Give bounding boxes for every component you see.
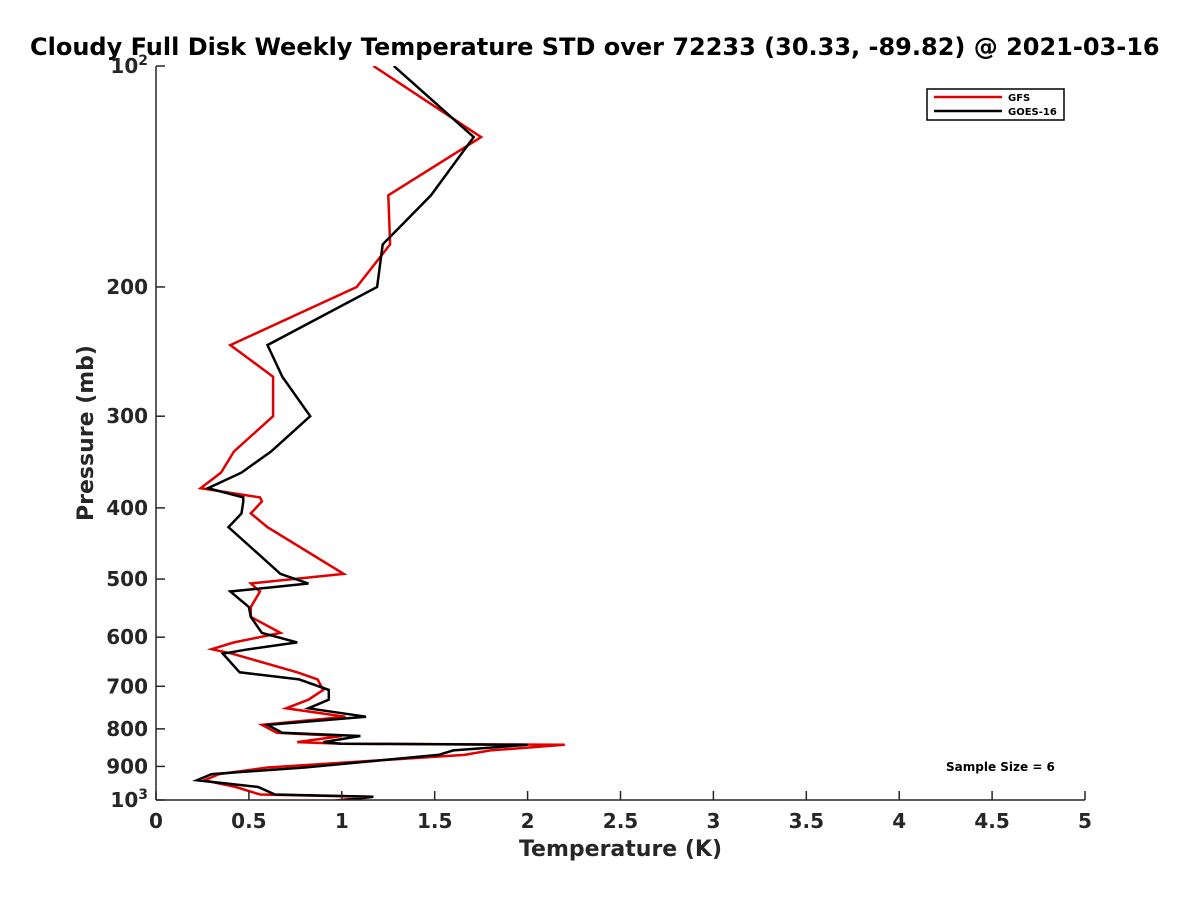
x-tick-label: 3.5 xyxy=(789,809,824,833)
legend-box xyxy=(926,88,1065,121)
sample-size-annotation: Sample Size = 6 xyxy=(946,760,1055,774)
x-tick-label: 4 xyxy=(892,809,906,833)
x-tick-label: 3 xyxy=(706,809,720,833)
x-tick-label: 1 xyxy=(335,809,349,833)
y-tick-label: 500 xyxy=(106,567,148,591)
y-tick-label: 600 xyxy=(106,625,148,649)
plot-area xyxy=(156,66,1085,800)
x-tick-label: 5 xyxy=(1078,809,1092,833)
y-axis-label: Pressure (mb) xyxy=(74,345,99,521)
series-line-gfs xyxy=(197,66,565,800)
y-tick-label: 200 xyxy=(106,275,148,299)
legend-label-gfs: GFS xyxy=(1008,93,1030,104)
x-tick-label: 2.5 xyxy=(603,809,638,833)
x-tick-label: 1.5 xyxy=(417,809,452,833)
legend-label-goes16: GOES-16 xyxy=(1008,107,1057,118)
x-tick-label: 0 xyxy=(149,809,163,833)
y-tick-base: 10 xyxy=(110,54,138,78)
x-tick-label: 4.5 xyxy=(974,809,1009,833)
y-tick-label: 300 xyxy=(106,404,148,428)
x-tick-label: 0.5 xyxy=(231,809,266,833)
y-tick-label: 103 xyxy=(110,787,148,812)
x-axis-label: Temperature (K) xyxy=(519,837,722,862)
y-tick-label: 900 xyxy=(106,754,148,778)
series-line-goes16 xyxy=(191,66,528,800)
y-tick-label: 700 xyxy=(106,674,148,698)
y-tick-base: 10 xyxy=(110,788,138,812)
legend: GFS GOES-16 xyxy=(926,88,1065,121)
x-tick-label: 2 xyxy=(521,809,535,833)
y-tick-exponent: 2 xyxy=(138,53,148,69)
y-tick-label: 400 xyxy=(106,496,148,520)
y-tick-label: 102 xyxy=(110,53,148,78)
y-tick-exponent: 3 xyxy=(138,787,148,803)
chart-title: Cloudy Full Disk Weekly Temperature STD … xyxy=(30,33,1160,61)
y-tick-label: 800 xyxy=(106,717,148,741)
